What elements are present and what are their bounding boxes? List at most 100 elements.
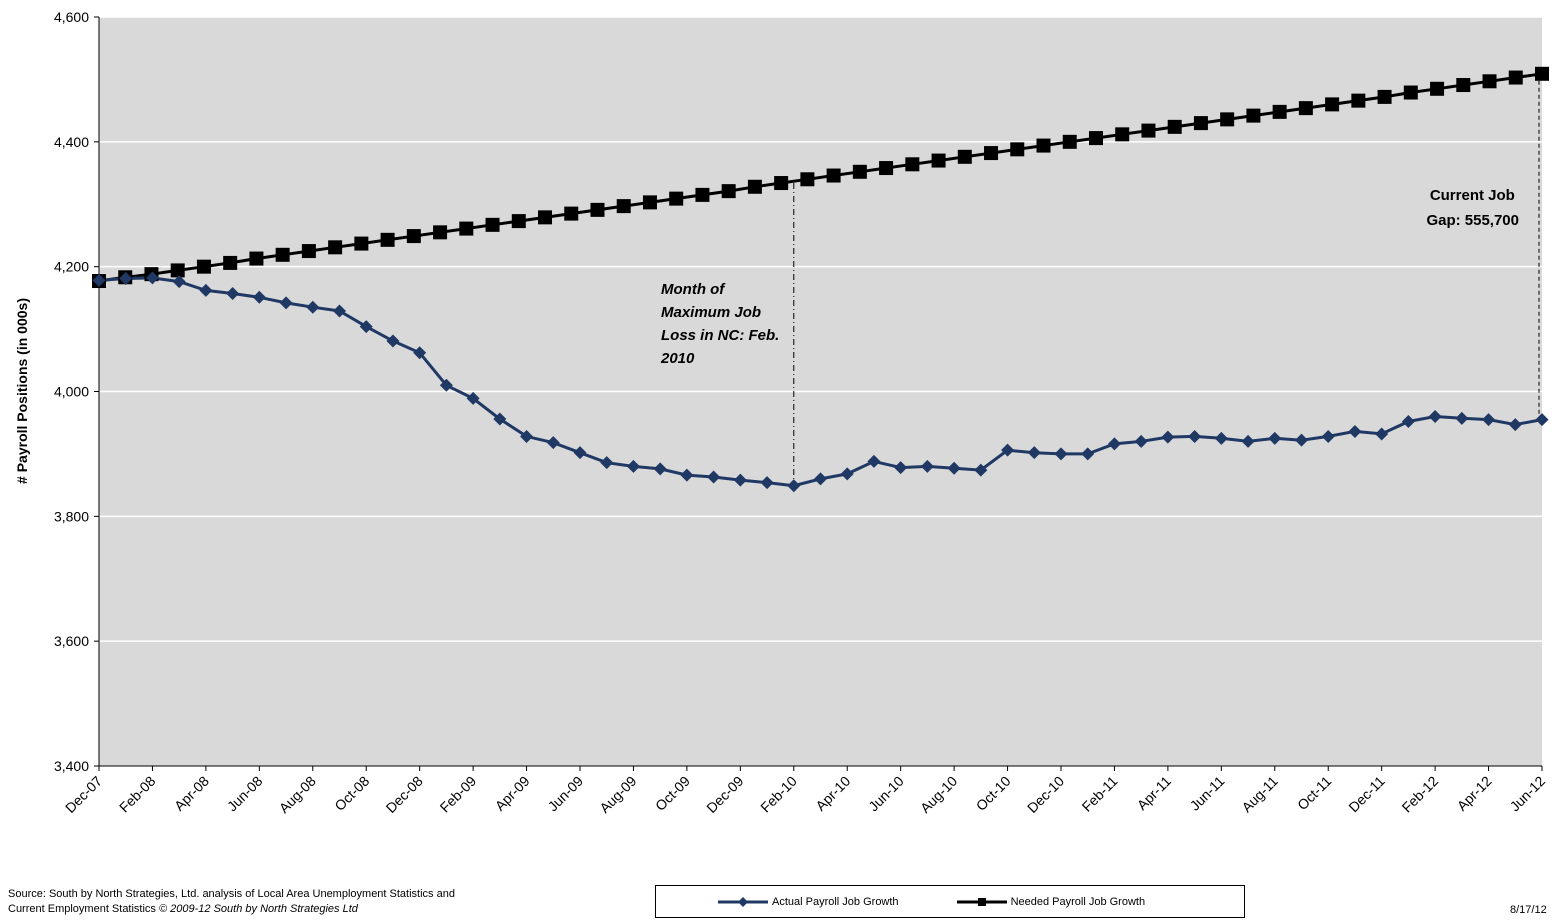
chart-legend: Actual Payroll Job Growth Needed Payroll… [655, 885, 1245, 918]
annotation-leader-lines [793, 73, 1540, 486]
point-needed [590, 202, 605, 217]
point-actual [920, 459, 934, 473]
x-tick-label: Oct-10 [973, 773, 1014, 814]
annotation-job-gap-line-2: Gap: 555,700 [1426, 212, 1519, 229]
point-actual [814, 472, 827, 486]
point-needed [1298, 101, 1313, 116]
x-tick-label: Feb-11 [1079, 773, 1121, 815]
point-actual [1001, 443, 1015, 457]
point-needed [931, 153, 946, 168]
x-tick-label: Aug-08 [276, 773, 319, 816]
y-tick-label: 3,800 [54, 508, 89, 524]
point-actual [493, 412, 507, 426]
point-actual [1214, 431, 1228, 445]
point-actual [359, 320, 373, 334]
point-actual [1081, 447, 1095, 461]
x-tick-label: Dec-11 [1345, 773, 1388, 816]
annotation-max-loss-line-2: Maximum Job [661, 304, 761, 321]
point-needed [1535, 66, 1549, 81]
point-needed [905, 157, 920, 172]
point-actual [1535, 413, 1549, 427]
point-actual [653, 462, 667, 476]
point-needed [695, 187, 710, 202]
x-tick-label: Feb-08 [116, 773, 159, 816]
point-needed [354, 236, 369, 251]
point-actual [1321, 429, 1335, 443]
point-actual [386, 334, 400, 348]
annotation-max-loss-line-1: Month of [661, 281, 726, 298]
point-needed [984, 146, 999, 161]
x-tick-label: Aug-09 [596, 773, 639, 816]
point-needed [249, 251, 264, 266]
point-needed [564, 206, 579, 221]
point-actual [1455, 411, 1469, 425]
point-actual [1268, 431, 1282, 445]
annotation-job-gap-line-1: Current Job [1430, 187, 1515, 204]
point-needed [1062, 134, 1077, 149]
series-points-actual [92, 271, 1549, 493]
x-tick-label: Apr-10 [812, 773, 853, 814]
point-needed [1508, 70, 1523, 85]
point-needed [328, 240, 343, 255]
point-needed [957, 149, 972, 164]
point-needed [721, 184, 736, 199]
legend-item-needed: Needed Payroll Job Growth [956, 896, 1145, 908]
source-line-2-prefix: Current Employment Statistics [8, 903, 159, 915]
point-needed [1220, 112, 1235, 127]
annotation-job-gap: Current Job Gap: 555,700 [1426, 187, 1519, 229]
point-actual [680, 468, 694, 482]
y-tick-label: 3,400 [54, 758, 89, 774]
point-actual [333, 304, 346, 318]
point-needed [170, 263, 185, 278]
legend-label-actual: Actual Payroll Job Growth [772, 895, 899, 908]
point-needed [1430, 81, 1445, 96]
point-needed [774, 176, 789, 191]
x-tick-label: Apr-11 [1134, 773, 1174, 813]
point-needed [747, 179, 762, 194]
x-tick-label: Oct-11 [1294, 773, 1334, 813]
x-tick-label: Jun-11 [1187, 773, 1228, 814]
x-tick-label: Dec-07 [62, 773, 105, 816]
point-needed [511, 214, 526, 229]
point-actual [733, 473, 747, 487]
point-actual [1188, 429, 1202, 443]
point-needed [1193, 116, 1208, 131]
x-tick-label: Jun-10 [865, 773, 907, 815]
y-tick-label: 4,200 [54, 259, 89, 275]
x-tick-label: Dec-08 [383, 773, 426, 816]
point-needed [800, 172, 815, 187]
x-tick-label: Feb-12 [1399, 773, 1442, 816]
point-needed [275, 247, 290, 262]
point-actual [1482, 413, 1496, 427]
point-actual [1134, 434, 1148, 448]
point-needed [1403, 85, 1418, 100]
point-needed [223, 255, 238, 270]
x-tick-label: Oct-08 [331, 773, 372, 814]
x-tick-label: Oct-09 [652, 773, 693, 814]
point-needed [852, 164, 867, 179]
point-needed [1246, 108, 1261, 123]
point-actual [1027, 446, 1041, 460]
payroll-line-chart: 3,400 3,600 3,800 4,000 4,200 4,400 4,600 Dec-… [14, 9, 1549, 816]
point-actual [119, 272, 133, 286]
point-actual [1161, 430, 1175, 444]
point-actual [1401, 414, 1415, 428]
gridlines [99, 16, 1542, 642]
point-needed [1377, 89, 1392, 104]
point-needed [1010, 142, 1025, 157]
point-needed [669, 191, 684, 206]
source-note: Source: South by North Strategies, Ltd. … [8, 887, 648, 917]
x-tick-label: Aug-11 [1238, 773, 1281, 816]
y-tick-label: 4,000 [54, 384, 89, 400]
point-actual [1375, 427, 1389, 441]
x-tick-label: Dec-10 [1024, 773, 1067, 816]
annotation-max-loss-line-4: 2010 [660, 350, 695, 367]
annotation-max-loss: Month of Maximum Job Loss in NC: Feb. 20… [660, 281, 784, 367]
x-tick-label: Dec-09 [703, 773, 746, 816]
point-needed [1167, 119, 1182, 134]
point-actual [1054, 447, 1068, 461]
annotation-max-loss-line-3: Loss in NC: Feb. [661, 327, 779, 344]
point-needed [380, 232, 395, 247]
point-needed [616, 199, 631, 214]
point-actual [1508, 418, 1522, 432]
